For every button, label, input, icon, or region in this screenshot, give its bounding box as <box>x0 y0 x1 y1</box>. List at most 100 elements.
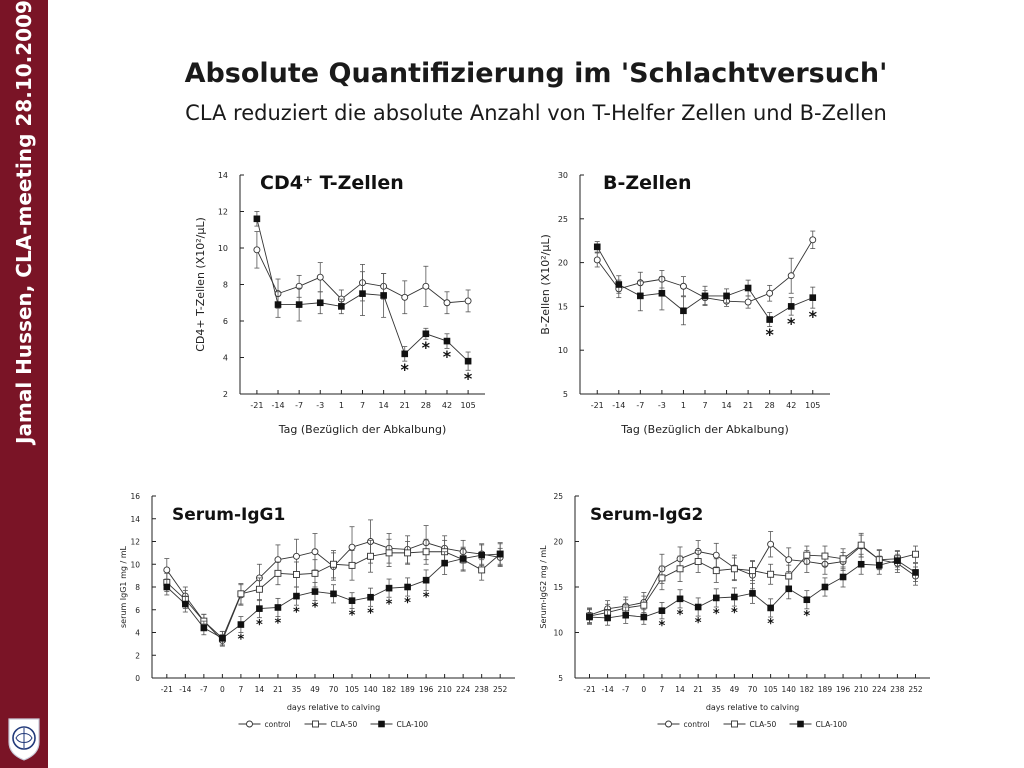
data-point <box>316 273 324 281</box>
x-tick-label: 7 <box>239 685 244 694</box>
data-point <box>163 583 171 591</box>
significance-star: * <box>464 369 473 388</box>
data-point <box>701 292 709 300</box>
significance-star: * <box>422 338 431 357</box>
y-tick-label: 20 <box>553 538 563 547</box>
x-tick-label: -3 <box>658 401 666 410</box>
x-tick-label: 105 <box>345 685 360 694</box>
data-point <box>256 605 263 612</box>
x-tick-label: -7 <box>200 685 208 694</box>
x-tick-label: 238 <box>474 685 489 694</box>
data-point <box>422 576 430 584</box>
data-point <box>441 559 448 567</box>
significance-star: * <box>293 605 300 620</box>
data-point <box>274 301 282 308</box>
y-tick-label: 6 <box>223 317 228 326</box>
y-tick-label: 14 <box>130 515 140 524</box>
data-point <box>767 604 774 612</box>
y-tick-label: 8 <box>135 583 140 592</box>
significance-star: * <box>731 606 738 621</box>
data-point <box>694 558 702 565</box>
x-tick-label: 182 <box>800 685 815 694</box>
data-point <box>496 550 504 558</box>
data-point <box>604 614 611 622</box>
x-tick-label: 35 <box>712 685 722 694</box>
data-point <box>464 297 472 305</box>
data-point <box>311 588 319 595</box>
data-point <box>367 552 374 560</box>
y-tick-label: 12 <box>130 538 140 547</box>
data-point <box>730 565 738 573</box>
y-tick-label: 2 <box>223 390 228 399</box>
data-point <box>404 583 411 591</box>
series-group-2 <box>253 211 472 371</box>
legend-label: CLA-50 <box>331 720 358 729</box>
legend-label: CLA-100 <box>397 720 429 729</box>
data-point <box>274 604 282 611</box>
data-point <box>766 289 774 297</box>
y-tick-label: 4 <box>135 629 140 638</box>
data-point <box>766 316 773 323</box>
x-tick-label: 252 <box>908 685 923 694</box>
data-point <box>348 543 356 551</box>
y-tick-label: 10 <box>553 629 563 638</box>
data-point <box>894 557 901 564</box>
significance-star: * <box>367 606 374 621</box>
y-tick-label: 5 <box>558 674 563 683</box>
significance-star: * <box>386 597 393 612</box>
series-CLA-50 <box>586 532 919 624</box>
data-point <box>912 569 919 576</box>
x-tick-label: -3 <box>316 401 324 410</box>
legend-marker <box>246 720 253 728</box>
significance-star: * <box>275 617 282 632</box>
data-point <box>785 585 793 593</box>
significance-star: * <box>787 314 796 333</box>
data-point <box>295 301 303 308</box>
y-axis-label: B-Zellen (X10²/µL) <box>539 234 552 335</box>
x-tick-label: 1 <box>681 401 686 410</box>
data-point <box>253 215 261 223</box>
x-tick-label: -21 <box>591 401 604 410</box>
b-cells-chart: 5 10 15 20 25 30 -21 -14 -7 -3 1 7 14 21 28 42 105 Tag (B… <box>539 171 830 436</box>
series-CLA-100 <box>163 543 504 646</box>
chart-title: B-Zellen <box>603 172 691 194</box>
y-tick-label: 6 <box>135 606 140 615</box>
legend-marker <box>378 720 385 728</box>
data-point <box>311 569 319 577</box>
x-tick-label: 238 <box>890 685 905 694</box>
data-point <box>731 593 738 601</box>
x-tick-label: -14 <box>601 685 613 694</box>
significance-star: * <box>809 307 818 326</box>
data-point <box>385 549 393 557</box>
x-tick-label: 224 <box>456 685 471 694</box>
chart-title: CD4⁺ T-Zellen <box>260 172 404 194</box>
data-point <box>676 595 684 603</box>
significance-star: * <box>423 590 430 605</box>
y-tick-label: 16 <box>130 492 140 501</box>
significance-star: * <box>713 607 720 622</box>
y-tick-label: 25 <box>553 492 563 501</box>
data-point <box>637 292 644 300</box>
x-tick-label: 28 <box>765 401 775 410</box>
data-point <box>875 561 883 569</box>
x-tick-label: -14 <box>612 401 625 410</box>
data-point <box>787 272 795 280</box>
legend: control CLA-50 CLA-100 <box>657 720 848 729</box>
x-tick-label: 42 <box>442 401 452 410</box>
significance-star: * <box>803 609 810 624</box>
legend-label: CLA-100 <box>816 720 848 729</box>
x-tick-label: 21 <box>273 685 283 694</box>
data-point <box>676 565 684 573</box>
x-tick-label: 14 <box>675 685 685 694</box>
x-tick-label: -14 <box>271 401 284 410</box>
legend-label: control <box>265 720 291 729</box>
y-tick-label: 4 <box>223 354 228 363</box>
significance-star: * <box>256 618 263 633</box>
data-point <box>658 574 666 582</box>
y-tick-label: 10 <box>218 244 228 253</box>
y-tick-label: 30 <box>558 171 568 180</box>
data-point <box>293 552 300 560</box>
x-tick-label: -21 <box>161 685 173 694</box>
data-point <box>338 303 345 310</box>
x-tick-label: 21 <box>743 401 753 410</box>
